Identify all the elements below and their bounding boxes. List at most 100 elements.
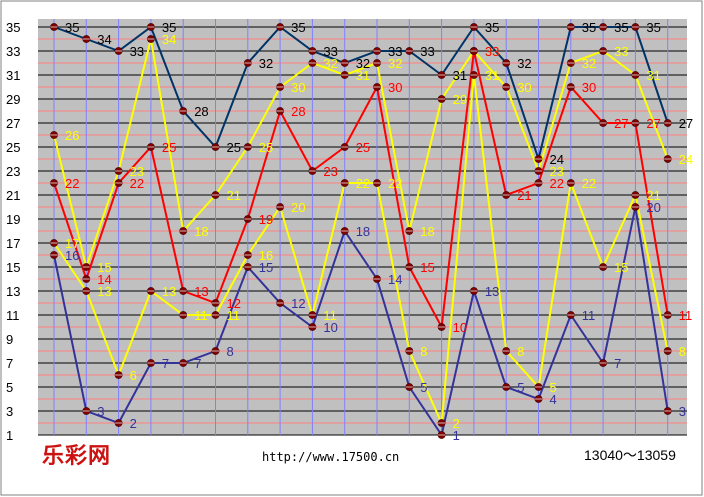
data-label: 26 xyxy=(65,128,79,143)
data-label: 33 xyxy=(388,44,402,59)
data-label: 6 xyxy=(130,368,137,383)
data-label: 18 xyxy=(194,224,208,239)
data-label: 22 xyxy=(130,176,144,191)
data-label: 11 xyxy=(194,308,208,323)
data-label: 12 xyxy=(227,296,241,311)
data-label: 11 xyxy=(323,308,337,323)
data-label: 7 xyxy=(614,356,621,371)
issue-range: 13040～13059 xyxy=(584,447,676,463)
data-label: 35 xyxy=(291,20,305,35)
data-label: 15 xyxy=(420,260,434,275)
data-label: 27 xyxy=(646,116,660,131)
data-label: 30 xyxy=(582,80,596,95)
data-label: 32 xyxy=(517,56,531,71)
data-label: 18 xyxy=(356,224,370,239)
site-logo: 乐彩网 xyxy=(42,443,112,469)
data-label: 27 xyxy=(679,116,693,131)
data-label: 33 xyxy=(130,44,144,59)
data-label: 8 xyxy=(227,344,234,359)
data-label: 21 xyxy=(227,188,241,203)
data-label: 23 xyxy=(130,164,144,179)
data-label: 8 xyxy=(420,344,427,359)
data-label: 19 xyxy=(259,212,273,227)
y-tick-label: 9 xyxy=(6,332,13,347)
y-tick-label: 23 xyxy=(6,164,20,179)
data-label: 22 xyxy=(582,176,596,191)
data-label: 28 xyxy=(194,104,208,119)
data-label: 25 xyxy=(259,140,273,155)
data-label: 10 xyxy=(453,320,467,335)
data-label: 3 xyxy=(679,404,686,419)
data-label: 23 xyxy=(323,164,337,179)
data-label: 33 xyxy=(485,44,499,59)
data-label: 22 xyxy=(356,176,370,191)
data-label: 32 xyxy=(582,56,596,71)
data-label: 20 xyxy=(646,200,660,215)
data-label: 11 xyxy=(582,308,596,323)
data-label: 31 xyxy=(646,68,660,83)
y-tick-label: 35 xyxy=(6,20,20,35)
data-label: 8 xyxy=(517,344,524,359)
data-label: 23 xyxy=(550,164,564,179)
data-label: 30 xyxy=(388,80,402,95)
data-label: 16 xyxy=(259,248,273,263)
data-label: 32 xyxy=(323,56,337,71)
data-label: 35 xyxy=(485,20,499,35)
data-label: 32 xyxy=(356,56,370,71)
data-label: 33 xyxy=(420,44,434,59)
data-label: 7 xyxy=(194,356,201,371)
site-url[interactable]: http://www.17500.cn xyxy=(262,450,400,464)
data-label: 30 xyxy=(291,80,305,95)
data-label: 35 xyxy=(646,20,660,35)
data-label: 17 xyxy=(65,236,79,251)
data-label: 32 xyxy=(388,56,402,71)
data-label: 25 xyxy=(356,140,370,155)
y-tick-label: 31 xyxy=(6,68,20,83)
series-line-2 xyxy=(53,38,669,271)
data-label: 13 xyxy=(194,284,208,299)
data-label: 14 xyxy=(388,272,402,287)
data-label: 35 xyxy=(614,20,628,35)
data-label: 34 xyxy=(97,32,111,47)
data-label: 15 xyxy=(614,260,628,275)
data-label: 22 xyxy=(65,176,79,191)
y-tick-label: 25 xyxy=(6,140,20,155)
data-label: 30 xyxy=(517,80,531,95)
data-label: 5 xyxy=(517,380,524,395)
data-label: 8 xyxy=(679,344,686,359)
data-label: 3 xyxy=(97,404,104,419)
data-label: 35 xyxy=(582,20,596,35)
data-label: 31 xyxy=(356,68,370,83)
y-tick-label: 11 xyxy=(6,308,20,323)
data-label: 2 xyxy=(130,416,137,431)
data-label: 35 xyxy=(162,20,176,35)
data-label: 4 xyxy=(550,392,557,407)
data-label: 2 xyxy=(453,416,460,431)
y-tick-label: 27 xyxy=(6,116,20,131)
y-tick-label: 29 xyxy=(6,92,20,107)
data-label: 29 xyxy=(453,92,467,107)
data-label: 18 xyxy=(420,224,434,239)
y-tick-label: 13 xyxy=(6,284,20,299)
y-tick-label: 15 xyxy=(6,260,20,275)
data-label: 5 xyxy=(550,380,557,395)
series-line-1 xyxy=(53,25,669,163)
data-label: 31 xyxy=(453,68,467,83)
data-label: 33 xyxy=(614,44,628,59)
data-label: 32 xyxy=(259,56,273,71)
y-tick-label: 5 xyxy=(6,380,13,395)
data-label: 10 xyxy=(323,320,337,335)
y-tick-label: 7 xyxy=(6,356,13,371)
data-label: 13 xyxy=(162,284,176,299)
data-label: 22 xyxy=(550,176,564,191)
data-label: 22 xyxy=(388,176,402,191)
data-label: 16 xyxy=(65,248,79,263)
data-label: 20 xyxy=(291,200,305,215)
data-label: 13 xyxy=(485,284,499,299)
data-label: 25 xyxy=(162,140,176,155)
data-label: 24 xyxy=(550,152,564,167)
y-tick-label: 33 xyxy=(6,44,20,59)
data-label: 34 xyxy=(162,32,176,47)
